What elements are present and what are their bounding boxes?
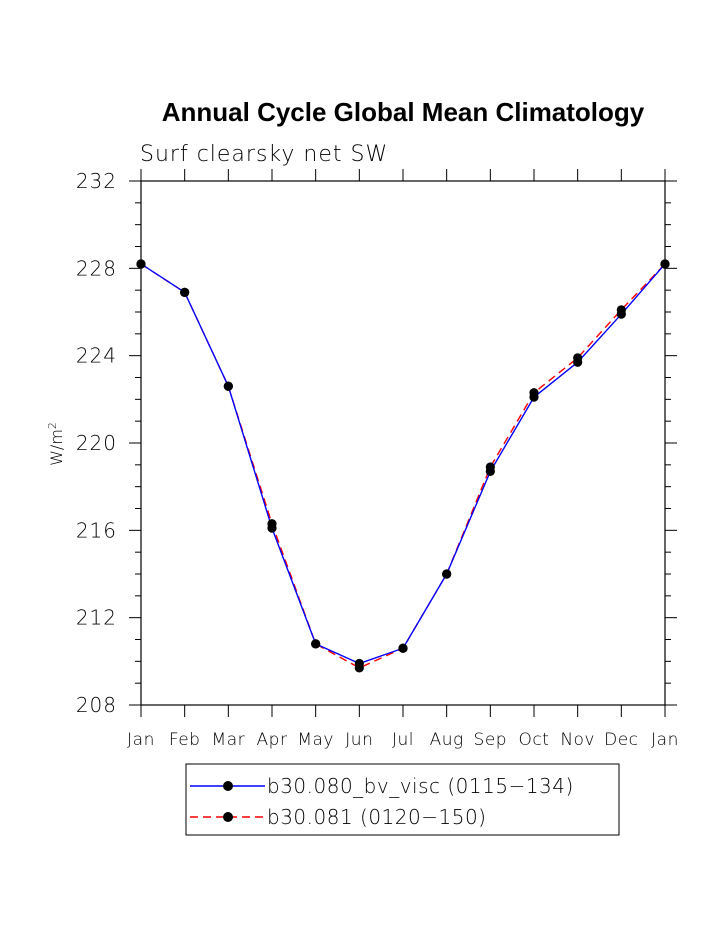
x-tick-label: Nov [560,730,595,750]
chart-subtitle: Surf clearsky net SW [140,142,388,167]
series-line-2 [140,263,666,669]
data-point-series-1 [442,569,452,579]
data-point-series-1 [529,392,539,402]
y-axis-label-superscript: 2 [46,422,59,429]
legend-label-series-1: b30.080_bv_visc (0115−134) [267,774,574,798]
x-tick-label: May [297,730,334,750]
y-tick-label: 208 [76,693,117,717]
x-tick-label: Dec [604,730,638,750]
y-tick-label: 232 [76,169,117,193]
chart-title: Annual Cycle Global Mean Climatology [162,97,645,127]
x-tick-label: Jul [392,730,414,750]
legend: b30.080_bv_visc (0115−134) b30.081 (0120… [185,763,620,836]
legend-marker-series-2 [223,812,233,822]
x-tick-label: Jan [127,730,155,750]
x-tick-label: Feb [169,730,201,750]
data-point-series-1 [398,643,408,653]
y-tick-label: 228 [76,256,117,280]
x-tick-label: Aug [430,730,464,750]
x-axis: Jan Feb Mar Apr May Jun Jul Aug Sep Oct Nov Dec Jan [127,169,679,750]
x-tick-label: Mar [212,730,246,750]
data-point-series-1 [136,259,146,269]
legend-label-series-2: b30.081 (0120−150) [267,805,486,829]
y-tick-label: 224 [76,344,117,368]
data-point-series-1 [223,381,233,391]
data-point-series-1 [660,259,670,269]
y-tick-label: 212 [76,606,117,630]
x-tick-label: Oct [519,730,550,750]
plot-frame [140,180,666,706]
data-point-series-1 [267,523,277,533]
data-point-series-1 [616,309,626,319]
y-axis: 208 212 216 220 224 228 232 [76,169,677,717]
data-point-series-1 [354,658,364,669]
data-point-series-1 [573,357,583,367]
data-point-series-1 [180,287,190,297]
series-layer [136,259,670,673]
x-tick-label: Apr [257,730,288,750]
y-axis-label-text: W/m [47,429,66,466]
x-tick-label: Sep [474,730,508,750]
y-axis-label: W/m2 [46,422,66,466]
plot-border [140,180,666,706]
series-line-1 [140,263,666,665]
y-tick-label: 216 [76,518,117,542]
legend-box [185,763,620,836]
data-point-series-1 [485,466,495,476]
legend-marker-series-1 [223,781,233,791]
y-tick-label: 220 [76,431,117,455]
x-tick-label: Jun [345,730,373,750]
x-tick-label: Jan [651,730,679,750]
data-point-series-1 [311,639,321,649]
